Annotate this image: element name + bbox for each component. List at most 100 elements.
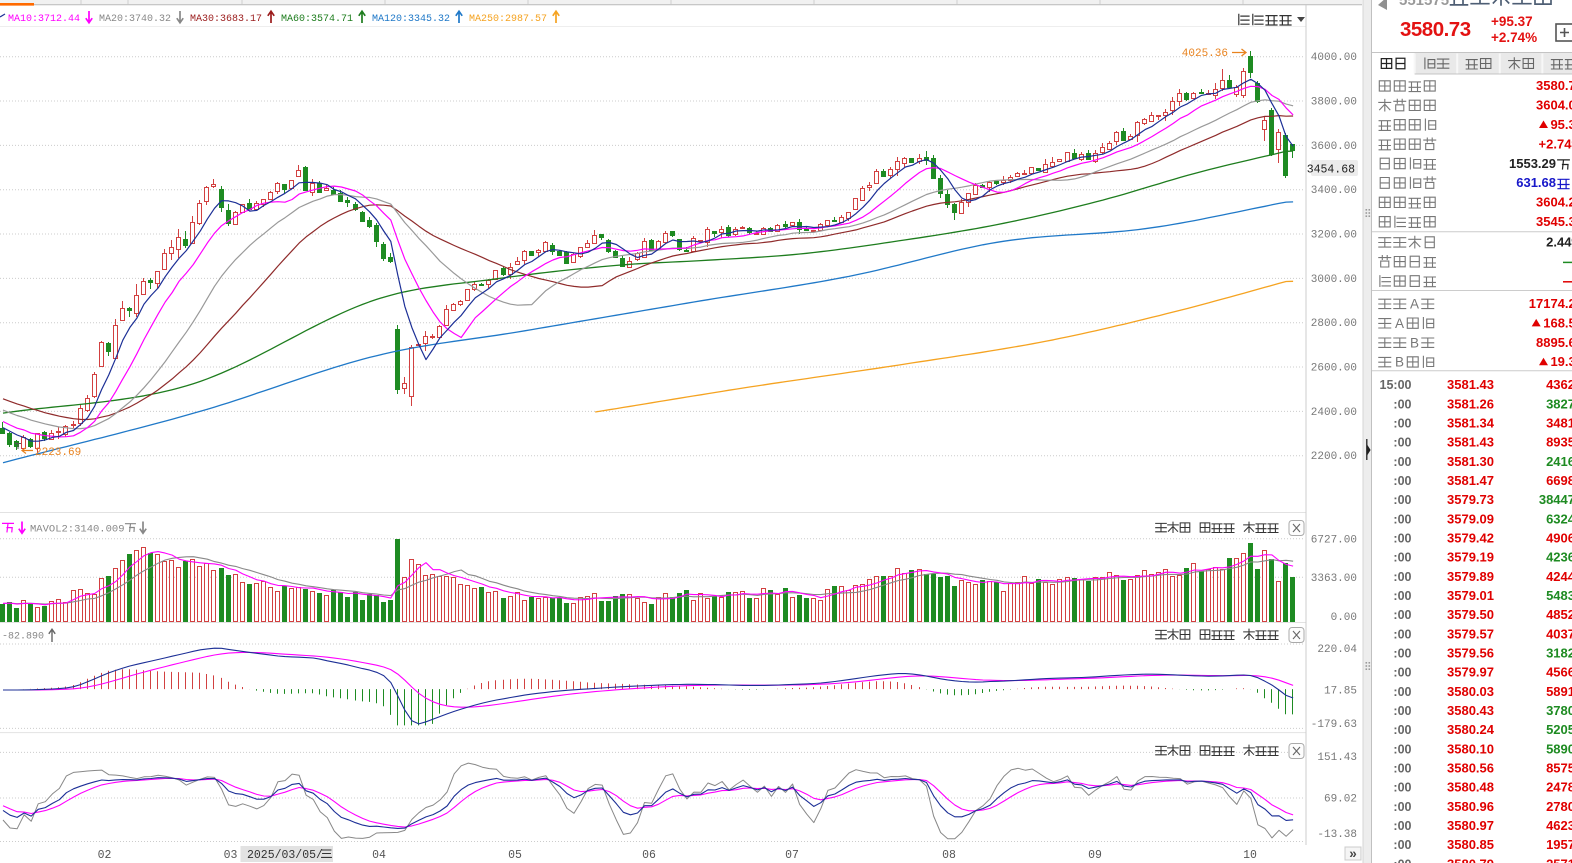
- svg-text:1553.29: 1553.29: [1509, 156, 1556, 171]
- svg-text:3580.79: 3580.79: [1447, 856, 1494, 863]
- svg-text:-82.890: -82.890: [2, 632, 44, 643]
- svg-text:3579.89: 3579.89: [1447, 569, 1494, 584]
- svg-text:3580.56: 3580.56: [1447, 761, 1494, 776]
- svg-text:3000.00: 3000.00: [1311, 274, 1357, 286]
- svg-text:4906: 4906: [1546, 531, 1572, 546]
- svg-text:3580.03: 3580.03: [1447, 684, 1494, 699]
- svg-text::00: :00: [1393, 800, 1411, 814]
- svg-text:17174.23: 17174.23: [1529, 296, 1572, 311]
- svg-text:5483: 5483: [1546, 588, 1572, 603]
- svg-text:3400.00: 3400.00: [1311, 185, 1357, 197]
- svg-text:551575: 551575: [1399, 0, 1449, 9]
- svg-text:3581.30: 3581.30: [1447, 454, 1494, 469]
- svg-text:3579.50: 3579.50: [1447, 607, 1494, 622]
- svg-text:5891: 5891: [1546, 684, 1572, 699]
- svg-text::00: :00: [1393, 570, 1411, 584]
- svg-text:04: 04: [372, 849, 386, 862]
- svg-text:MAVOL2:3140.009: MAVOL2:3140.009: [30, 524, 125, 536]
- svg-text:4025.36: 4025.36: [1182, 48, 1228, 60]
- svg-text:3579.19: 3579.19: [1447, 550, 1494, 565]
- svg-text::00: :00: [1393, 685, 1411, 699]
- svg-text::00: :00: [1393, 742, 1411, 756]
- svg-text:17.85: 17.85: [1324, 686, 1357, 698]
- svg-text:8895.63: 8895.63: [1536, 335, 1572, 350]
- svg-text::00: :00: [1393, 704, 1411, 718]
- svg-text:+2.74%: +2.74%: [1539, 136, 1572, 151]
- svg-text:02: 02: [98, 849, 112, 862]
- svg-text:MA10:3712.44: MA10:3712.44: [8, 14, 80, 25]
- svg-text:3580.73: 3580.73: [1400, 18, 1471, 41]
- svg-text:631.68: 631.68: [1516, 175, 1556, 190]
- svg-text:3580.73: 3580.73: [1536, 78, 1572, 93]
- svg-text:MA120:3345.32: MA120:3345.32: [372, 14, 450, 25]
- svg-text:2571: 2571: [1546, 856, 1572, 863]
- svg-text:6324: 6324: [1546, 511, 1572, 526]
- svg-text:3604.23: 3604.23: [1536, 195, 1572, 210]
- svg-text::00: :00: [1393, 436, 1411, 450]
- svg-text:3581.47: 3581.47: [1447, 473, 1494, 488]
- svg-text:3600.00: 3600.00: [1311, 141, 1357, 153]
- svg-text:3780: 3780: [1546, 703, 1572, 718]
- svg-text:3827: 3827: [1546, 396, 1572, 411]
- svg-text:-13.38: -13.38: [1317, 829, 1357, 841]
- svg-text:5890: 5890: [1546, 741, 1572, 756]
- svg-text:MA60:3574.71: MA60:3574.71: [281, 14, 353, 25]
- svg-text:2416: 2416: [1546, 454, 1572, 469]
- svg-text:A: A: [1410, 297, 1419, 312]
- svg-text:3200.00: 3200.00: [1311, 230, 1357, 242]
- svg-text:4852: 4852: [1546, 607, 1572, 622]
- svg-text::00: :00: [1393, 647, 1411, 661]
- svg-text:3182: 3182: [1546, 646, 1572, 661]
- svg-text:1957: 1957: [1546, 837, 1572, 852]
- svg-text::00: :00: [1393, 493, 1411, 507]
- svg-text:3481: 3481: [1546, 415, 1572, 430]
- svg-text:+95.37: +95.37: [1491, 14, 1533, 29]
- svg-text:2.44%: 2.44%: [1546, 235, 1572, 250]
- svg-text:0.00: 0.00: [1331, 612, 1357, 624]
- svg-text:B: B: [1395, 355, 1404, 370]
- svg-text:3581.34: 3581.34: [1447, 415, 1495, 430]
- svg-text:05: 05: [508, 849, 522, 862]
- svg-text:06: 06: [642, 849, 656, 862]
- svg-text:8935: 8935: [1546, 435, 1572, 450]
- svg-text:B: B: [1410, 335, 1419, 350]
- svg-text:2025/03/05/: 2025/03/05/: [247, 849, 323, 862]
- svg-text::00: :00: [1393, 627, 1411, 641]
- svg-text:2223.69: 2223.69: [35, 447, 81, 459]
- svg-text:08: 08: [942, 849, 956, 862]
- svg-text:MA20:3740.32: MA20:3740.32: [99, 14, 171, 25]
- svg-text::00: :00: [1393, 474, 1411, 488]
- svg-text:3581.43: 3581.43: [1447, 435, 1494, 450]
- svg-text:3580.48: 3580.48: [1447, 780, 1494, 795]
- svg-text:220.04: 220.04: [1317, 644, 1357, 656]
- svg-text:07: 07: [785, 849, 799, 862]
- svg-text:»: »: [1349, 846, 1357, 861]
- svg-text:3580.10: 3580.10: [1447, 741, 1494, 756]
- svg-text:6727.00: 6727.00: [1311, 535, 1357, 547]
- svg-text::00: :00: [1393, 762, 1411, 776]
- svg-text::00: :00: [1393, 455, 1411, 469]
- svg-text:6698: 6698: [1546, 473, 1572, 488]
- svg-text::00: :00: [1393, 666, 1411, 680]
- svg-text:3579.42: 3579.42: [1447, 531, 1494, 546]
- svg-text:3579.01: 3579.01: [1447, 588, 1494, 603]
- svg-text:2780: 2780: [1546, 799, 1572, 814]
- svg-text:8575: 8575: [1546, 761, 1572, 776]
- svg-text:3581.26: 3581.26: [1447, 396, 1494, 411]
- svg-text:09: 09: [1088, 849, 1102, 862]
- svg-text:2478: 2478: [1546, 780, 1572, 795]
- svg-text::00: :00: [1393, 397, 1411, 411]
- svg-text:3579.97: 3579.97: [1447, 665, 1494, 680]
- svg-text:151.43: 151.43: [1317, 752, 1357, 764]
- svg-text::00: :00: [1393, 551, 1411, 565]
- svg-text:2800.00: 2800.00: [1311, 318, 1357, 330]
- svg-text:3580.24: 3580.24: [1447, 722, 1495, 737]
- svg-text:3604.08: 3604.08: [1536, 98, 1572, 113]
- svg-text:19.33: 19.33: [1550, 354, 1572, 369]
- svg-text:A: A: [1395, 316, 1404, 331]
- svg-text::00: :00: [1393, 416, 1411, 430]
- svg-text:4623: 4623: [1546, 818, 1572, 833]
- svg-text:4362: 4362: [1546, 377, 1572, 392]
- svg-text:3545.31: 3545.31: [1536, 214, 1572, 229]
- svg-text:15:00: 15:00: [1380, 378, 1412, 392]
